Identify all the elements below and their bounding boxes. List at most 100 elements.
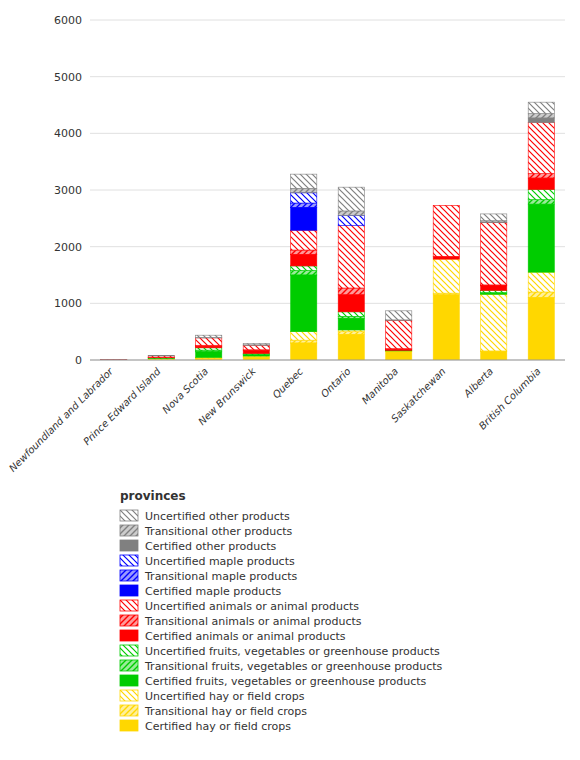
bar-segment [148, 355, 174, 356]
bar-segment [291, 188, 317, 193]
bar-segment [243, 343, 269, 344]
bar-segment [386, 350, 412, 352]
series [101, 123, 555, 360]
bar-segment [528, 174, 554, 179]
bar-segment [528, 189, 554, 199]
legend-label: Certified hay or field crops [145, 720, 291, 733]
bar-segment [433, 205, 459, 256]
bar-segment [291, 255, 317, 266]
legend-swatch [120, 720, 138, 731]
bars [101, 102, 555, 360]
bar-segment [481, 290, 507, 292]
bar-segment [243, 356, 269, 357]
bar-segment [338, 211, 364, 216]
bar-segment [196, 348, 222, 350]
legend-label: Transitional fruits, vegetables or green… [144, 660, 443, 673]
y-tick-label: 0 [75, 354, 82, 367]
grid-line [90, 20, 565, 21]
bar-segment [291, 174, 317, 188]
bar-segment [528, 204, 554, 272]
bar-segment [433, 259, 459, 293]
bar-segment [148, 355, 174, 356]
legend-swatch [120, 615, 138, 626]
bar-segment [528, 178, 554, 189]
bar-segment [338, 288, 364, 295]
bar-segment [338, 216, 364, 226]
legend-label: Transitional hay or field crops [144, 705, 307, 718]
legend-label: Uncertified other products [145, 510, 290, 523]
bar-segment [291, 340, 317, 343]
bar-segment [291, 275, 317, 332]
legend-label: Uncertified maple products [145, 555, 295, 568]
x-tick-label: Alberta [461, 366, 495, 400]
series [148, 200, 554, 359]
bar-segment [386, 349, 412, 351]
bar-segment [291, 270, 317, 275]
x-tick-label: Manitoba [360, 366, 401, 407]
grid-line [90, 133, 565, 134]
bar-segment [481, 352, 507, 361]
legend-swatch [120, 660, 138, 671]
legend-swatch [120, 510, 138, 521]
legend-swatch [120, 555, 138, 566]
legend-label: Certified other products [145, 540, 277, 553]
series [148, 189, 554, 358]
bar-segment [433, 205, 459, 206]
bar-segment [196, 335, 222, 337]
bar-segment [243, 355, 269, 356]
legend-swatch [120, 690, 138, 701]
y-tick-label: 2000 [54, 241, 82, 254]
legend-swatch [120, 525, 138, 536]
legend-swatch [120, 600, 138, 611]
bar-segment [148, 357, 174, 358]
chart: 0100020003000400050006000Newfoundland an… [0, 0, 580, 760]
legend-label: Uncertified animals or animal products [145, 600, 359, 613]
bar-segment [433, 205, 459, 206]
legend-label: Certified fruits, vegetables or greenhou… [145, 675, 427, 688]
x-tick-label: Ontario [319, 366, 353, 400]
bar-segment [338, 295, 364, 312]
series [196, 114, 555, 346]
bar-segment [243, 354, 269, 356]
bar-segment [148, 355, 174, 356]
bar-segment [528, 298, 554, 360]
bar-segment [481, 223, 507, 285]
bar-segment [433, 205, 459, 206]
bar-segment [528, 200, 554, 205]
legend-title: provinces [120, 489, 186, 503]
bar-segment [196, 358, 222, 360]
bar-segment [386, 350, 412, 352]
bar-segment [386, 350, 412, 351]
x-tick-label: Saskatchewan [389, 366, 448, 425]
legend-label: Transitional animals or animal products [144, 615, 362, 628]
bar-segment [338, 316, 364, 318]
x-tick-label: Quebec [270, 365, 305, 400]
bar-segment [481, 214, 507, 221]
legend-swatch [120, 705, 138, 716]
bar-segment [291, 208, 317, 231]
bar-segment [433, 205, 459, 206]
bar-segment [148, 355, 174, 356]
bar-segment [148, 356, 174, 357]
series [291, 203, 317, 208]
y-grid [90, 20, 565, 360]
bar-segment [386, 350, 412, 351]
legend-swatch [120, 645, 138, 656]
grid-line [90, 76, 565, 77]
bar-segment [481, 222, 507, 223]
series [481, 118, 555, 223]
legend-label: Uncertified hay or field crops [145, 690, 305, 703]
bar-segment [433, 256, 459, 259]
bar-segment [338, 312, 364, 317]
bar-segment [291, 230, 317, 250]
bar-segment [243, 344, 269, 345]
y-tick-label: 5000 [54, 71, 82, 84]
bar-segment [528, 102, 554, 113]
bar-segment [481, 286, 507, 291]
legend-swatch [120, 540, 138, 551]
legend-swatch [120, 585, 138, 596]
bar-segment [433, 205, 459, 206]
x-tick-label: New Brunswick [196, 365, 258, 427]
bar-segment [148, 358, 174, 359]
bar-segment [148, 355, 174, 356]
